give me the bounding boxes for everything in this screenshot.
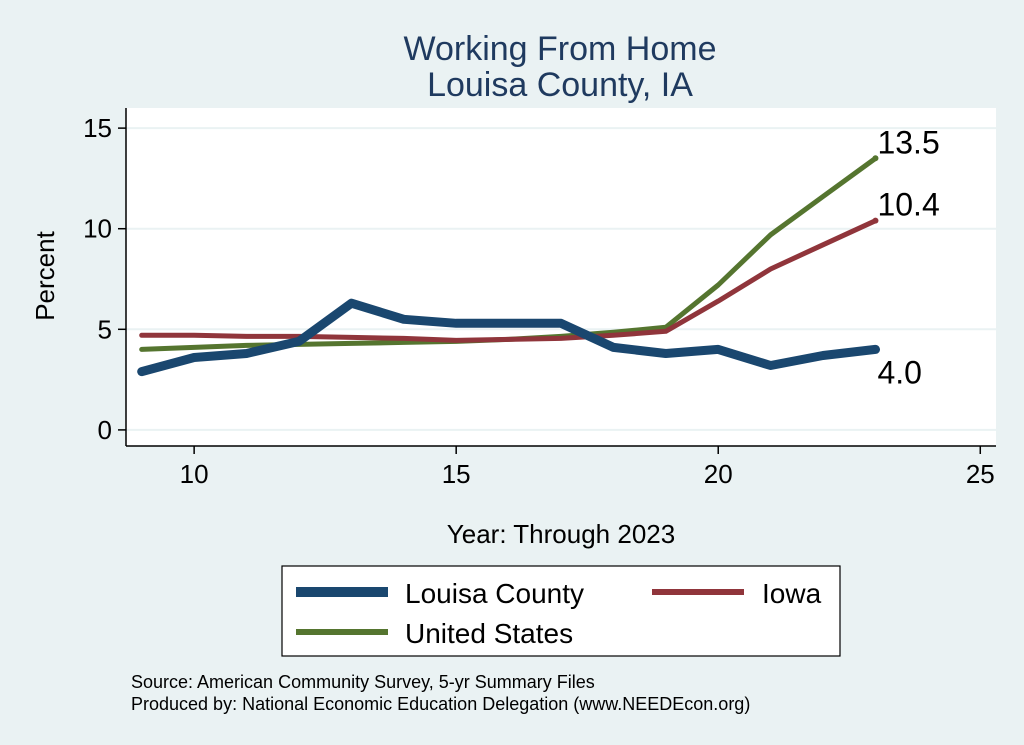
x-axis-title: Year: Through 2023	[447, 519, 675, 549]
chart-title-line-1: Working From Home	[404, 30, 717, 68]
legend-box	[281, 565, 841, 657]
y-axis-title: Percent	[30, 230, 60, 320]
end-label-louisa-county: 4.0	[877, 354, 921, 390]
chart-title-line-2: Louisa County, IA	[427, 66, 693, 104]
legend-label-iowa: Iowa	[762, 578, 822, 609]
legend-label-united-states: United States	[405, 618, 573, 649]
x-tick-label: 10	[180, 459, 209, 489]
series-line-louisa-county	[137, 298, 880, 377]
x-tick-label: 15	[442, 459, 471, 489]
plot-area	[126, 108, 996, 446]
source-note: Source: American Community Survey, 5-yr …	[131, 672, 595, 692]
end-label-iowa: 10.4	[877, 187, 939, 223]
axis-ticks: 0 5 10 15 10 15 20 25	[83, 113, 995, 489]
end-labels: 4.0 10.4 13.5	[872, 124, 940, 390]
y-tick-label: 0	[98, 415, 112, 445]
end-point-iowa	[872, 217, 879, 224]
producer-note: Produced by: National Economic Education…	[131, 694, 750, 714]
y-tick-label: 10	[83, 214, 112, 244]
series-lines	[137, 155, 880, 377]
x-tick-label: 25	[966, 459, 995, 489]
end-point-united-states	[872, 155, 879, 162]
end-point-louisa-county	[872, 346, 879, 353]
end-label-united-states: 13.5	[877, 124, 939, 160]
x-tick-label: 20	[704, 459, 733, 489]
y-tick-label: 5	[98, 314, 112, 344]
grid-lines	[126, 127, 996, 431]
y-tick-label: 15	[83, 113, 112, 143]
series-line-iowa	[139, 218, 878, 343]
legend-label-louisa-county: Louisa County	[405, 578, 584, 609]
